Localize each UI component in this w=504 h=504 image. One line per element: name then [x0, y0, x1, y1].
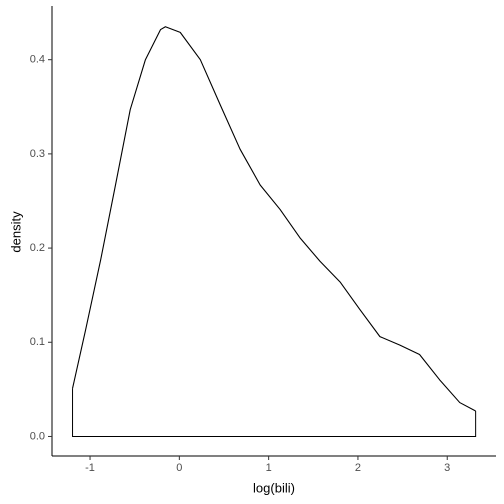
y-tick-label: 0.1 [30, 336, 45, 348]
y-tick-label: 0.2 [30, 242, 45, 254]
density-curve [72, 26, 476, 412]
x-tick-label: 3 [444, 462, 450, 474]
y-axis-title: density [8, 211, 23, 253]
x-tick-label: 1 [266, 462, 272, 474]
x-tick-label: 0 [176, 462, 182, 474]
density-baseline [72, 388, 477, 437]
x-tick-label: 2 [355, 462, 361, 474]
x-tick-label: -1 [85, 462, 95, 474]
y-tick-label: 0.0 [30, 430, 45, 442]
x-axis-title: log(bili) [253, 480, 295, 495]
y-tick-label: 0.3 [30, 148, 45, 160]
y-tick-label: 0.4 [30, 54, 45, 66]
